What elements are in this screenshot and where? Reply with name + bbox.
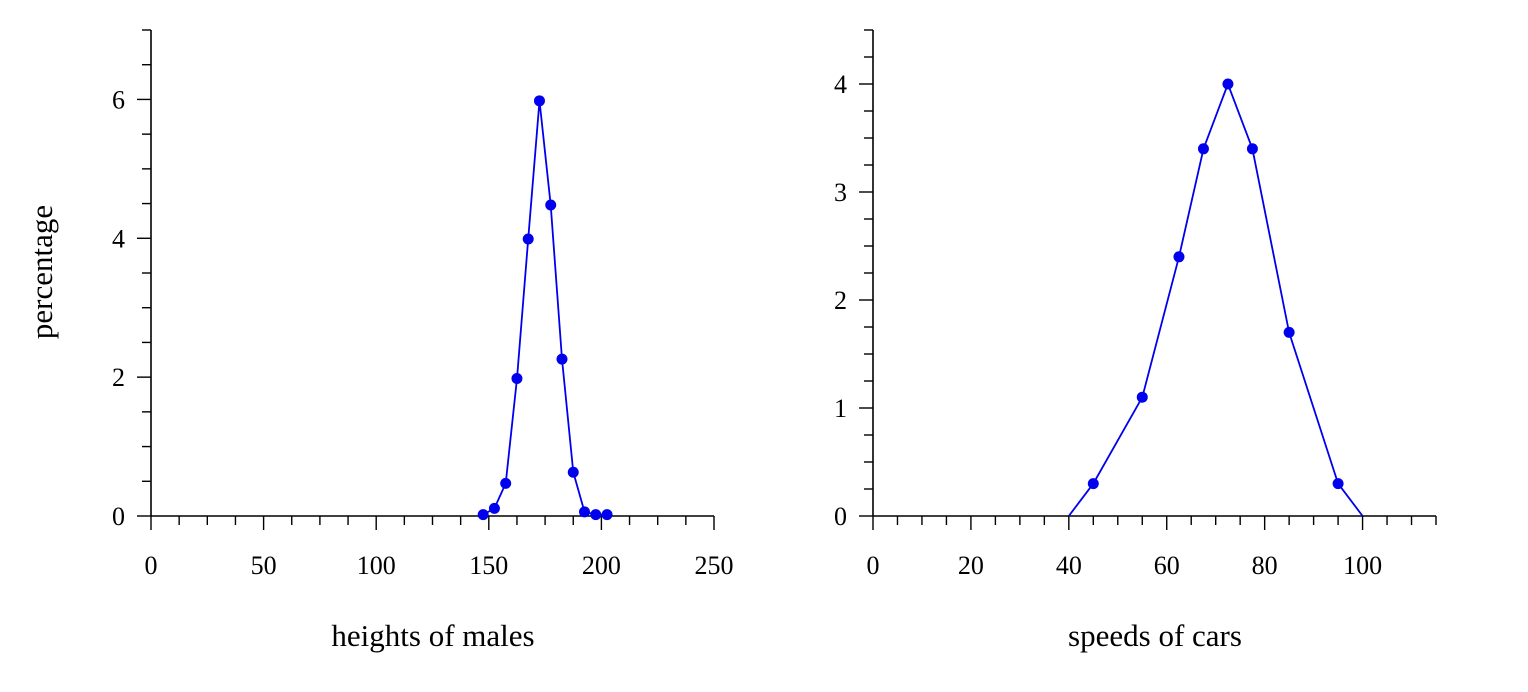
chart-heights-of-males: heights of males 0 50 100 150 200 250 0 2 4 6 — [112, 29, 734, 653]
y-tick-label: 3 — [834, 178, 847, 207]
y-tick-label: 4 — [112, 224, 125, 253]
x-tick-label: 200 — [582, 551, 621, 580]
data-point — [1246, 143, 1258, 155]
data-point — [511, 373, 523, 385]
x-tick-label: 0 — [867, 551, 880, 580]
data-point — [590, 509, 602, 521]
data-point — [1283, 326, 1295, 338]
series-line — [1068, 81, 1364, 517]
x-tick-label: 40 — [1056, 551, 1082, 580]
data-point — [488, 502, 500, 514]
x-tick-label: 20 — [958, 551, 984, 580]
x-tick-label: 0 — [145, 551, 158, 580]
data-point — [567, 466, 579, 478]
x-axis-title-right: speeds of cars — [1068, 618, 1242, 653]
x-tick-label: 100 — [357, 551, 396, 580]
data-point — [1173, 251, 1185, 263]
series-line — [482, 100, 607, 516]
data-point — [500, 477, 512, 489]
y-tick-label: 2 — [834, 286, 847, 315]
data-point — [522, 233, 534, 245]
data-point — [1136, 391, 1148, 403]
data-point — [579, 506, 591, 518]
x-tick-label: 50 — [251, 551, 277, 580]
data-point — [477, 509, 489, 521]
data-point — [545, 199, 557, 211]
data-point — [601, 509, 613, 521]
chart-speeds-of-cars: speeds of cars 0 20 40 60 80 100 0 1 2 3 4 — [834, 29, 1437, 653]
x-axis-title-left: heights of males — [331, 618, 534, 653]
data-point — [533, 95, 545, 107]
x-tick-label: 80 — [1252, 551, 1278, 580]
y-tick-label: 4 — [834, 70, 847, 99]
y-tick-label: 2 — [112, 363, 125, 392]
data-point — [1332, 478, 1344, 490]
y-tick-label: 0 — [112, 502, 125, 531]
y-tick-label: 1 — [834, 394, 847, 423]
y-tick-label: 0 — [834, 502, 847, 531]
x-tick-label: 250 — [695, 551, 734, 580]
data-point — [1087, 478, 1099, 490]
x-tick-label: 60 — [1154, 551, 1180, 580]
x-tick-label: 150 — [469, 551, 508, 580]
y-axis-title: percentage — [24, 205, 59, 339]
data-point — [1197, 143, 1209, 155]
data-point — [556, 353, 568, 365]
y-tick-label: 6 — [112, 85, 125, 114]
data-point — [1222, 78, 1234, 90]
x-tick-label: 100 — [1343, 551, 1382, 580]
